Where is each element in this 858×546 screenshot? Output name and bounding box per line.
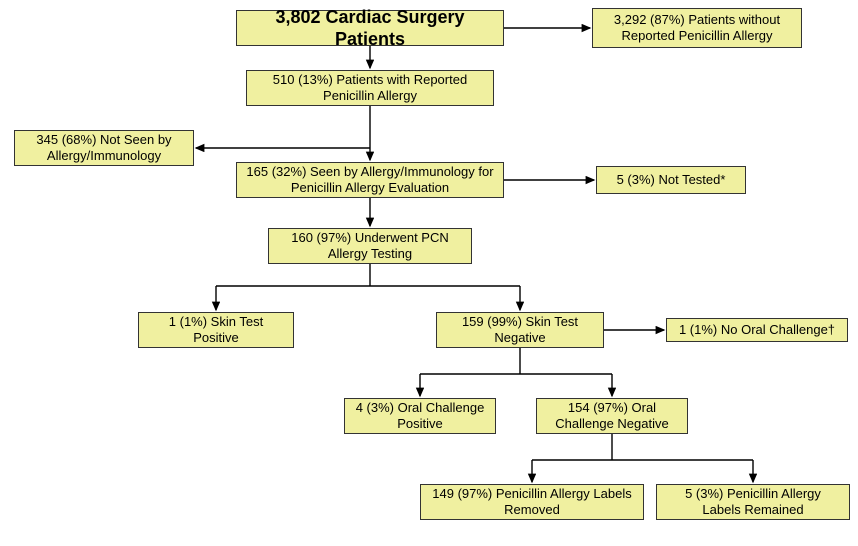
flowchart-node-n6: 160 (97%) Underwent PCN Allergy Testing: [268, 228, 472, 264]
flowchart-node-n9: 1 (1%) No Oral Challenge†: [666, 318, 848, 342]
flowchart-node-n10: 4 (3%) Oral Challenge Positive: [344, 398, 496, 434]
flowchart-node-n2: 510 (13%) Patients with Reported Penicil…: [246, 70, 494, 106]
flowchart-node-n8: 159 (99%) Skin Test Negative: [436, 312, 604, 348]
flowchart-node-n1: 3,292 (87%) Patients without Reported Pe…: [592, 8, 802, 48]
flowchart-node-n3: 345 (68%) Not Seen by Allergy/Immunology: [14, 130, 194, 166]
flowchart-node-n11: 154 (97%) Oral Challenge Negative: [536, 398, 688, 434]
flowchart-node-n13: 5 (3%) Penicillin Allergy Labels Remaine…: [656, 484, 850, 520]
flowchart-node-n5: 5 (3%) Not Tested*: [596, 166, 746, 194]
flowchart-node-n12: 149 (97%) Penicillin Allergy Labels Remo…: [420, 484, 644, 520]
flowchart-node-n4: 165 (32%) Seen by Allergy/Immunology for…: [236, 162, 504, 198]
flowchart-node-n7: 1 (1%) Skin Test Positive: [138, 312, 294, 348]
flowchart-node-n0: 3,802 Cardiac Surgery Patients: [236, 10, 504, 46]
